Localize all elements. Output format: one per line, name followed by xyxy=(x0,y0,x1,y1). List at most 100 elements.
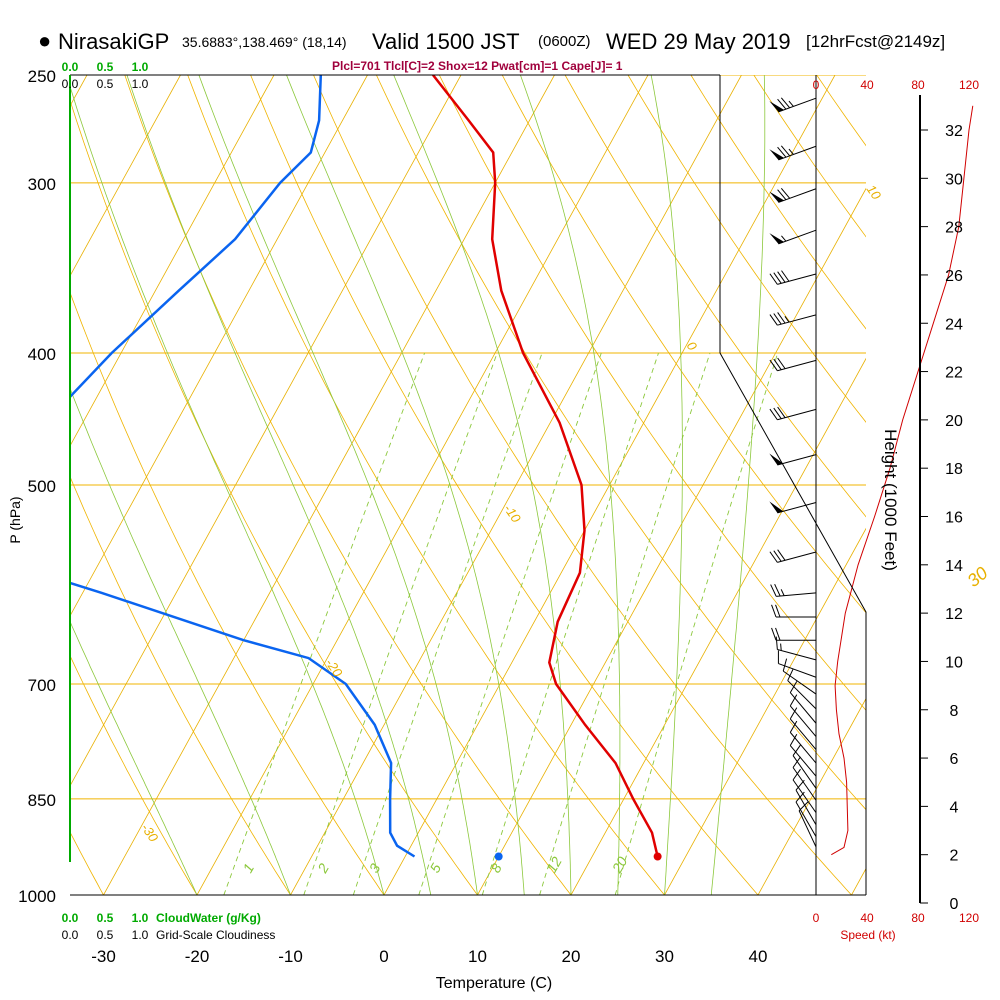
wind-barb-staff xyxy=(792,755,817,789)
wind-barb-half-feather xyxy=(788,148,794,155)
mixing-ratio-label: 1 xyxy=(239,861,257,876)
wind-barb xyxy=(769,145,817,161)
wind-barb xyxy=(771,604,816,618)
wind-barb-staff xyxy=(787,680,817,710)
bottom-cloudwater-tick: 1.0 xyxy=(132,911,149,925)
wind-barb xyxy=(787,668,817,710)
wind-barb-feather xyxy=(777,549,786,561)
wind-barb-half-feather xyxy=(781,235,787,242)
height-tick-label: 20 xyxy=(945,413,963,430)
top-cloudwater-tick: 1.0 xyxy=(132,60,149,74)
wind-barb-feather xyxy=(777,146,787,158)
height-tick-label: 26 xyxy=(945,268,963,285)
wind-barb-feather xyxy=(773,358,782,370)
mixing-ratio-label: 5 xyxy=(426,860,444,875)
wind-barb-staff xyxy=(776,592,817,597)
wind-barb-staff xyxy=(792,779,817,813)
moist-adiabat xyxy=(198,75,478,895)
mixing-ratio-line xyxy=(352,352,543,895)
isotherm-label: 0 xyxy=(684,339,701,354)
wind-barb xyxy=(792,744,817,789)
isotherm-line xyxy=(383,75,836,895)
height-tick-label: 22 xyxy=(945,365,963,382)
mixing-ratio-line xyxy=(539,352,711,895)
mixing-ratio-label: 3 xyxy=(366,860,384,875)
wind-barb-half-feather xyxy=(780,643,782,651)
moist-adiabat xyxy=(126,75,432,895)
wind-barb xyxy=(769,229,817,245)
isotherm-line xyxy=(196,75,649,895)
top-speed-tick: 120 xyxy=(959,78,979,92)
wind-barb-staff xyxy=(798,810,817,848)
bottom-speed-tick: 40 xyxy=(860,911,874,925)
thermo-grid xyxy=(70,75,866,895)
dry-adiabat xyxy=(70,654,198,895)
pressure-tick-label: 250 xyxy=(28,67,56,86)
axes xyxy=(69,74,928,904)
wind-barb-feather xyxy=(795,791,805,803)
wind-barb-feather xyxy=(798,801,809,812)
wind-barb-staff xyxy=(777,314,817,326)
wind-barb xyxy=(769,97,817,113)
height-tick-label: 6 xyxy=(950,751,959,768)
wind-barb-staff xyxy=(792,767,817,801)
dry-adiabat xyxy=(70,99,478,895)
y-axis-label: P (hPa) xyxy=(7,496,23,543)
isotherm-line xyxy=(70,75,181,277)
dry-adiabat xyxy=(70,475,291,895)
surface-dewpoint-dot xyxy=(494,852,503,861)
wind-barb xyxy=(769,549,817,563)
wind-barb xyxy=(789,694,817,737)
wind-barb-feather xyxy=(769,359,778,371)
wind-barb-feather xyxy=(769,551,778,563)
pressure-tick-label: 500 xyxy=(28,477,56,496)
wind-barb-feather xyxy=(777,98,787,110)
top-speed-tick: 0 xyxy=(813,78,820,92)
height-tick-label: 30 xyxy=(945,171,963,188)
station-marker: ● xyxy=(38,28,52,53)
bottom-cloudwater-tick: 0.0 xyxy=(62,911,79,925)
wind-barb-feather xyxy=(777,271,786,283)
wind-barb-staff xyxy=(789,705,817,737)
wind-barb xyxy=(782,658,817,695)
top-speed-tick: 40 xyxy=(860,78,874,92)
top-cloudiness-tick: 1.0 xyxy=(132,77,149,91)
temperature-tick-label: 40 xyxy=(749,947,768,966)
top-cloudiness-tick: 0.0 xyxy=(62,77,79,91)
temperature-tick-label: 10 xyxy=(468,947,487,966)
cloudwater-label: CloudWater (g/Kg) xyxy=(156,911,261,925)
temperature-profile xyxy=(432,75,659,857)
temperature-tick-label: -30 xyxy=(91,947,116,966)
wind-barb xyxy=(769,312,817,326)
wind-barb-feather xyxy=(789,707,798,720)
height-tick-label: 18 xyxy=(945,461,963,478)
top-cloudwater-tick: 0.5 xyxy=(97,60,114,74)
wind-barb-feather xyxy=(777,189,787,200)
wind-barb xyxy=(798,801,817,848)
wind-barb-feather xyxy=(789,734,798,746)
sounding-indices: Plcl=701 Tlcl[C]=2 Shox=12 Pwat[cm]=1 Ca… xyxy=(332,59,623,73)
wind-speed-profile xyxy=(831,105,974,856)
dry-adiabat xyxy=(627,75,866,423)
dry-adiabat xyxy=(690,75,866,330)
isotherm-line xyxy=(103,75,555,895)
mixing-ratio-line xyxy=(481,352,659,895)
wind-barb-staff xyxy=(777,273,817,285)
station-name: NirasakiGP xyxy=(58,29,170,54)
wind-barb-feather xyxy=(780,97,791,109)
station-coords: 35.6883°,138.469° (18,14) xyxy=(182,34,347,50)
wind-barb-pennant xyxy=(769,191,785,203)
temperature-tick-label: 30 xyxy=(655,947,674,966)
dry-adiabat xyxy=(564,75,866,518)
wind-barb-feather xyxy=(773,407,782,419)
bottom-cloudiness-tick: 1.0 xyxy=(132,928,149,942)
mixing-ratio-line xyxy=(303,352,498,895)
moist-adiabat xyxy=(286,75,525,895)
wind-barb-feather xyxy=(777,406,786,418)
height-tick-label: 24 xyxy=(945,316,963,333)
wind-barb-staff xyxy=(778,145,817,161)
bottom-cloudwater-tick: 0.5 xyxy=(97,911,114,925)
wind-barb xyxy=(769,406,817,421)
top-cloudiness-tick: 0.5 xyxy=(97,77,114,91)
